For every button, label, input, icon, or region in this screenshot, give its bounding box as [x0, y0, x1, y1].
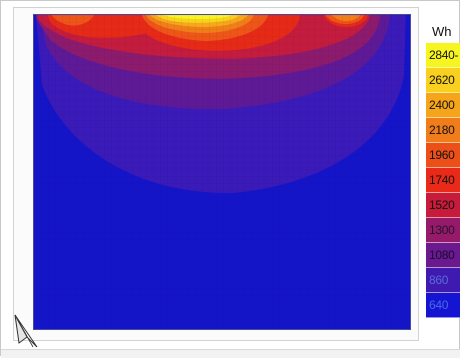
irradiance-contour-plot[interactable] [34, 15, 410, 329]
legend-item: 1740 [426, 168, 460, 193]
legend-item: 1520 [426, 193, 460, 218]
legend-unit-label: Wh [432, 24, 452, 39]
legend-items: 2840- 2620 2400 2180 1960 1740 1520 1300 1080 860… [426, 43, 460, 318]
legend-item: 2180 [426, 118, 460, 143]
legend-item: 1960 [426, 143, 460, 168]
color-legend: Wh 2840- 2620 2400 2180 1960 1740 1520 1300 1080… [426, 21, 460, 318]
legend-item: 2400 [426, 93, 460, 118]
contour-map [34, 15, 410, 329]
legend-item: 860 [426, 268, 460, 293]
grid-overlay [34, 15, 410, 329]
legend-item: 2620 [426, 68, 460, 93]
legend-item: 1300 [426, 218, 460, 243]
north-arrow-icon [13, 313, 39, 349]
legend-item: 1080 [426, 243, 460, 268]
legend-item: 640 [426, 293, 460, 318]
status-strip [1, 349, 460, 358]
legend-item: 2840- [426, 43, 460, 68]
